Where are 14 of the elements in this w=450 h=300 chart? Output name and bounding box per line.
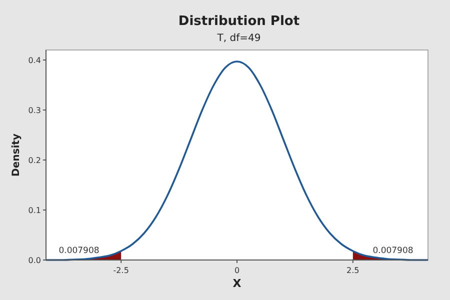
chart-title: Distribution Plot: [178, 14, 300, 29]
x-tick-label: -2.5: [113, 266, 129, 275]
y-tick-label: 0.3: [28, 106, 41, 115]
y-tick-label: 0.1: [28, 206, 41, 215]
x-tick-label: 2.5: [346, 266, 360, 275]
y-tick-label: 0.2: [28, 156, 41, 165]
annotation: 0.007908: [372, 246, 414, 256]
x-tick-label: 0: [234, 266, 240, 275]
chart-subtitle: T, df=49: [216, 33, 261, 44]
y-axis-title: Density: [11, 133, 22, 176]
annotation: 0.007908: [58, 246, 100, 256]
x-axis-title: X: [232, 277, 242, 290]
y-tick-label: 0.0: [28, 256, 41, 265]
y-tick-label: 0.4: [28, 56, 41, 65]
